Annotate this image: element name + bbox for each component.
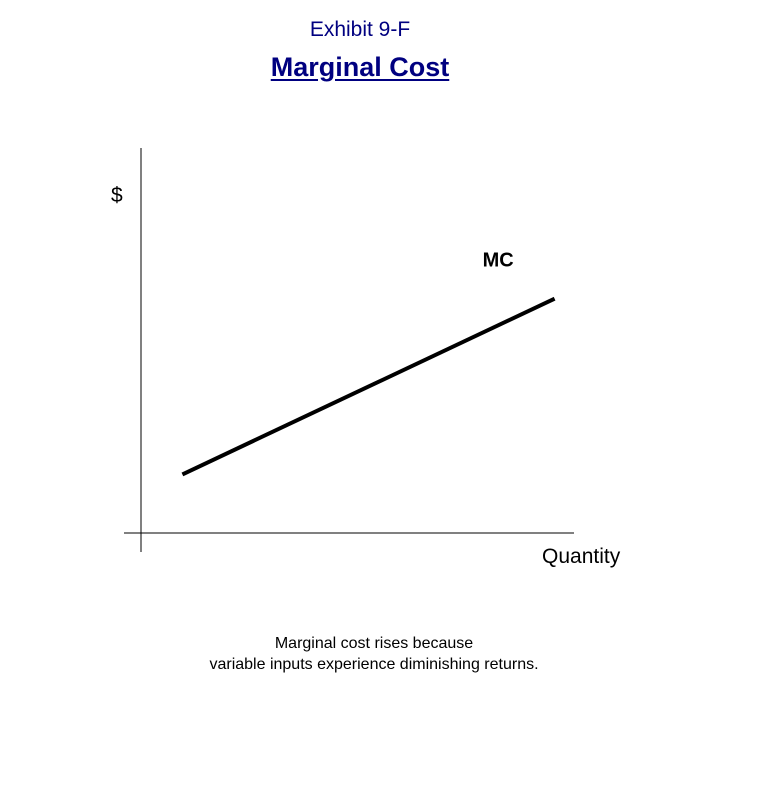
series-label-mc: MC [483, 250, 514, 272]
x-axis-label: Quantity [542, 545, 621, 568]
series-line-mc [181, 296, 556, 477]
chart-title: Marginal Cost [270, 52, 450, 82]
caption: Marginal cost rises because variable inp… [0, 633, 748, 675]
exhibit-number: Exhibit 9-F [309, 18, 411, 41]
y-axis-label: $ [111, 184, 123, 207]
caption-line-1: Marginal cost rises because [274, 635, 474, 652]
series-layer: MC [181, 250, 556, 477]
caption-line-2: variable inputs experience diminishing r… [209, 656, 539, 673]
